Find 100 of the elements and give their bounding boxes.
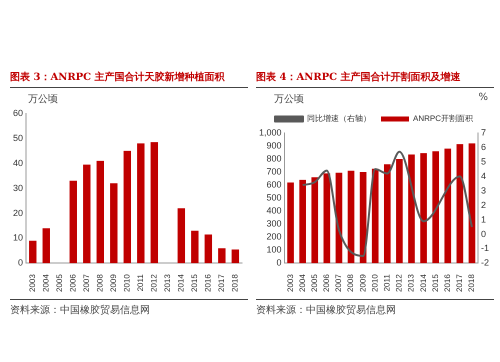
y-tick-label: 60 — [12, 108, 24, 118]
y2-tick-label: 7 — [481, 127, 486, 138]
bar — [456, 144, 464, 264]
x-tick-label: 2011 — [382, 274, 392, 292]
y-tick-label: 0 — [18, 258, 24, 268]
x-tick-label: 2003 — [286, 274, 295, 292]
text: 资料来源：中国橡胶贸易信息网 — [256, 299, 494, 317]
x-tick-label: 2010 — [370, 274, 380, 292]
bar — [137, 143, 145, 264]
x-tick-label: 2013 — [163, 274, 172, 292]
y2-tick-label: 3 — [481, 185, 486, 196]
x-tick-label: 2015 — [190, 274, 200, 292]
y-tick-label: 40 — [12, 158, 24, 168]
y2-tick-label: -1 — [481, 243, 490, 254]
bar — [311, 177, 318, 264]
x-tick-label: 2009 — [108, 274, 118, 292]
y-tick-label: 200 — [266, 232, 282, 242]
bar — [468, 143, 476, 264]
x-tick-label: 2016 — [204, 274, 213, 292]
x-tick-label: 2010 — [122, 274, 132, 292]
x-tick-label: 2017 — [217, 274, 226, 292]
bar — [218, 248, 226, 264]
y-tick-label: 500 — [266, 192, 282, 203]
x-tick-label: 2012 — [150, 274, 159, 292]
y-tick-label: 0 — [276, 258, 282, 268]
y-tick-label: 300 — [266, 218, 282, 229]
y2-tick-label: 6 — [481, 142, 486, 152]
bar — [324, 173, 330, 264]
bar — [348, 170, 354, 264]
x-tick-label: 2018 — [467, 274, 476, 292]
bar — [42, 228, 50, 264]
x-tick-label: 2014 — [418, 274, 428, 292]
legend-label: 同比增速（右轴） — [307, 114, 371, 124]
bar — [444, 148, 452, 264]
bar — [70, 180, 77, 264]
y2-tick-label: 0 — [481, 228, 486, 239]
bar — [178, 208, 186, 264]
x-tick-label: 2004 — [41, 274, 50, 292]
bar — [420, 153, 427, 264]
y-tick-label: 700 — [266, 166, 282, 177]
x-tick-label: 2016 — [442, 274, 452, 292]
x-tick-label: 2007 — [82, 274, 91, 292]
chart-title: 图表 3：ANRPC 主产国合计天胶新增种植面积 — [10, 70, 248, 88]
y2-tick-label: 1 — [481, 214, 486, 224]
y-tick-label: 20 — [12, 208, 24, 218]
bar — [191, 230, 199, 264]
x-tick-label: 2008 — [95, 274, 104, 292]
line-series — [302, 150, 473, 257]
bar — [124, 150, 132, 264]
x-tick-label: 2005 — [54, 274, 64, 292]
y-axis-title: 万公顷 — [28, 93, 58, 106]
bar — [110, 183, 118, 264]
y-tick-label: 400 — [266, 206, 282, 216]
x-tick-label: 2006 — [68, 274, 78, 292]
y-axis-title: 万公顷 — [274, 93, 304, 106]
x-tick-label: 2006 — [322, 274, 332, 292]
bar — [29, 240, 36, 264]
bar — [336, 172, 342, 264]
y-tick-label: 900 — [266, 140, 282, 151]
bar — [232, 249, 240, 264]
y-tick-label: 10 — [12, 232, 24, 243]
y-tick-label: 50 — [12, 132, 24, 143]
x-tick-label: 2008 — [346, 274, 356, 292]
bar — [360, 172, 366, 264]
bar — [150, 142, 158, 264]
x-tick-label: 2015 — [430, 274, 440, 292]
bar — [287, 182, 294, 264]
x-tick-label: 2014 — [176, 274, 186, 292]
bar — [432, 151, 439, 264]
y2-tick-label: 5 — [481, 156, 486, 166]
x-tick-label: 2012 — [394, 274, 404, 292]
bar — [372, 168, 379, 264]
bar — [83, 164, 90, 264]
chart-title: 图表 4：ANRPC 主产国合计开割面积及增速 — [256, 70, 494, 88]
text: 资料来源：中国橡胶贸易信息网 — [10, 299, 248, 317]
y2-axis-title: % — [478, 92, 488, 103]
y-tick-label: 1,000 — [258, 127, 282, 138]
y-tick-label: 100 — [266, 244, 282, 255]
x-tick-label: 2005 — [310, 274, 319, 292]
x-tick-label: 2018 — [230, 274, 240, 292]
y2-tick-label: 4 — [481, 170, 486, 181]
y-tick-label: 30 — [12, 182, 24, 193]
y-tick-label: 600 — [266, 180, 282, 190]
bar — [299, 180, 306, 264]
bar — [384, 164, 391, 264]
bar — [396, 159, 403, 264]
x-tick-label: 2013 — [406, 274, 416, 292]
legend-label: ANRPC开割面积 — [413, 114, 474, 124]
x-tick-label: 2004 — [298, 274, 307, 292]
bar — [96, 160, 104, 264]
y2-tick-label: -2 — [481, 258, 490, 268]
x-tick-label: 2007 — [334, 274, 344, 292]
x-tick-label: 2003 — [28, 274, 37, 292]
x-tick-label: 2009 — [358, 274, 368, 292]
bar — [408, 154, 415, 264]
y-tick-label: 800 — [266, 154, 282, 164]
bar — [204, 234, 212, 264]
y2-tick-label: 2 — [481, 200, 486, 210]
x-tick-label: 2017 — [455, 274, 464, 292]
x-tick-label: 2011 — [136, 274, 146, 292]
